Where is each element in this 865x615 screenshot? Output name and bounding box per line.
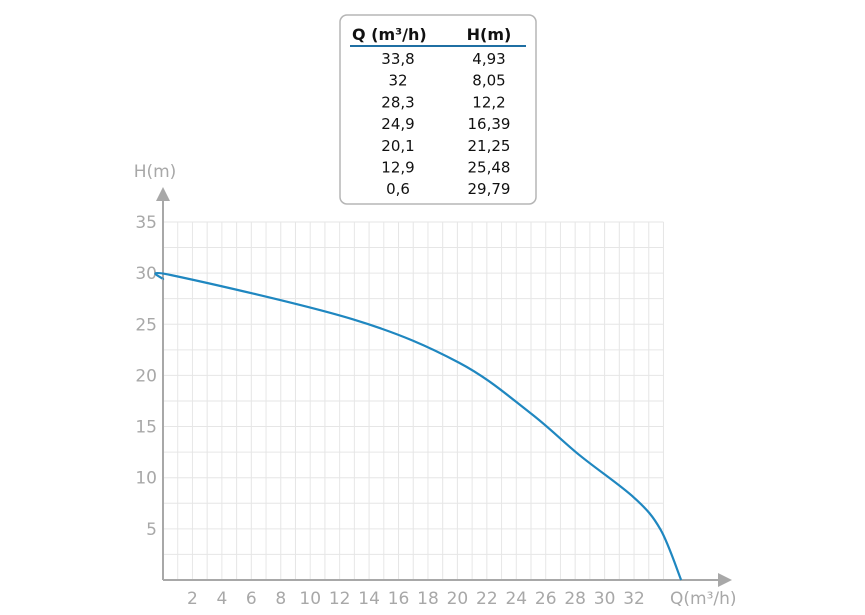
x-tick-label: 4 <box>216 589 227 609</box>
x-axis-arrow-icon <box>718 573 732 587</box>
table-cell-h: 4,93 <box>472 50 505 68</box>
x-axis-title: Q(m³/h) <box>670 589 737 609</box>
x-tick-label: 12 <box>329 589 351 609</box>
y-tick-label: 30 <box>135 264 157 284</box>
table-cell-q: 0,6 <box>386 180 410 198</box>
x-tick-label: 6 <box>246 589 257 609</box>
axes <box>156 187 732 587</box>
x-tick-label: 28 <box>564 589 586 609</box>
tick-labels: 2 4 6 8 10 12 14 16 18 20 22 24 26 28 30 32510152025303… <box>135 213 645 609</box>
x-tick-label: 14 <box>358 589 380 609</box>
table-cell-q: 32 <box>388 72 407 90</box>
table-cell-q: 12,9 <box>381 159 414 177</box>
table-cell-h: 29,79 <box>468 180 511 198</box>
y-tick-label: 35 <box>135 213 157 233</box>
x-tick-label: 16 <box>388 589 410 609</box>
y-tick-label: 10 <box>135 469 157 489</box>
table-cell-q: 28,3 <box>381 93 414 111</box>
x-tick-label: 8 <box>275 589 286 609</box>
x-tick-label: 26 <box>535 589 557 609</box>
table-header-q: Q (m³/h) <box>352 25 427 44</box>
y-tick-label: 25 <box>135 315 157 335</box>
table-cell-h: 8,05 <box>472 72 505 90</box>
pump-curve-line <box>154 271 683 581</box>
x-tick-label: 32 <box>623 589 645 609</box>
x-tick-label: 24 <box>505 589 527 609</box>
table-cell-q: 33,8 <box>381 50 414 68</box>
y-axis-arrow-icon <box>156 187 170 201</box>
table-cell-h: 12,2 <box>472 93 505 111</box>
x-tick-label: 10 <box>299 589 321 609</box>
x-tick-label: 22 <box>476 589 498 609</box>
table-cell-q: 20,1 <box>381 137 414 155</box>
table-cell-q: 24,9 <box>381 115 414 133</box>
grid <box>163 221 664 580</box>
data-table: Q (m³/h) H(m) 33,8 4,93 32 8,05 28,3 12,2 24,9… <box>339 14 537 205</box>
table-cell-h: 16,39 <box>468 115 511 133</box>
y-axis-title: H(m) <box>134 162 177 182</box>
x-tick-label: 20 <box>447 589 469 609</box>
y-tick-label: 20 <box>135 366 157 386</box>
x-tick-label: 18 <box>417 589 439 609</box>
x-tick-label: 30 <box>594 589 616 609</box>
table-cell-h: 25,48 <box>468 159 511 177</box>
x-tick-label: 2 <box>187 589 198 609</box>
table-header-h: H(m) <box>467 25 512 44</box>
y-tick-label: 5 <box>146 520 157 540</box>
data-table-box <box>339 14 537 205</box>
table-rows: 33,8 4,93 32 8,05 28,3 12,2 24,9 16,39 20,1 21,25… <box>381 50 510 198</box>
y-tick-label: 15 <box>135 418 157 438</box>
table-cell-h: 21,25 <box>468 137 511 155</box>
